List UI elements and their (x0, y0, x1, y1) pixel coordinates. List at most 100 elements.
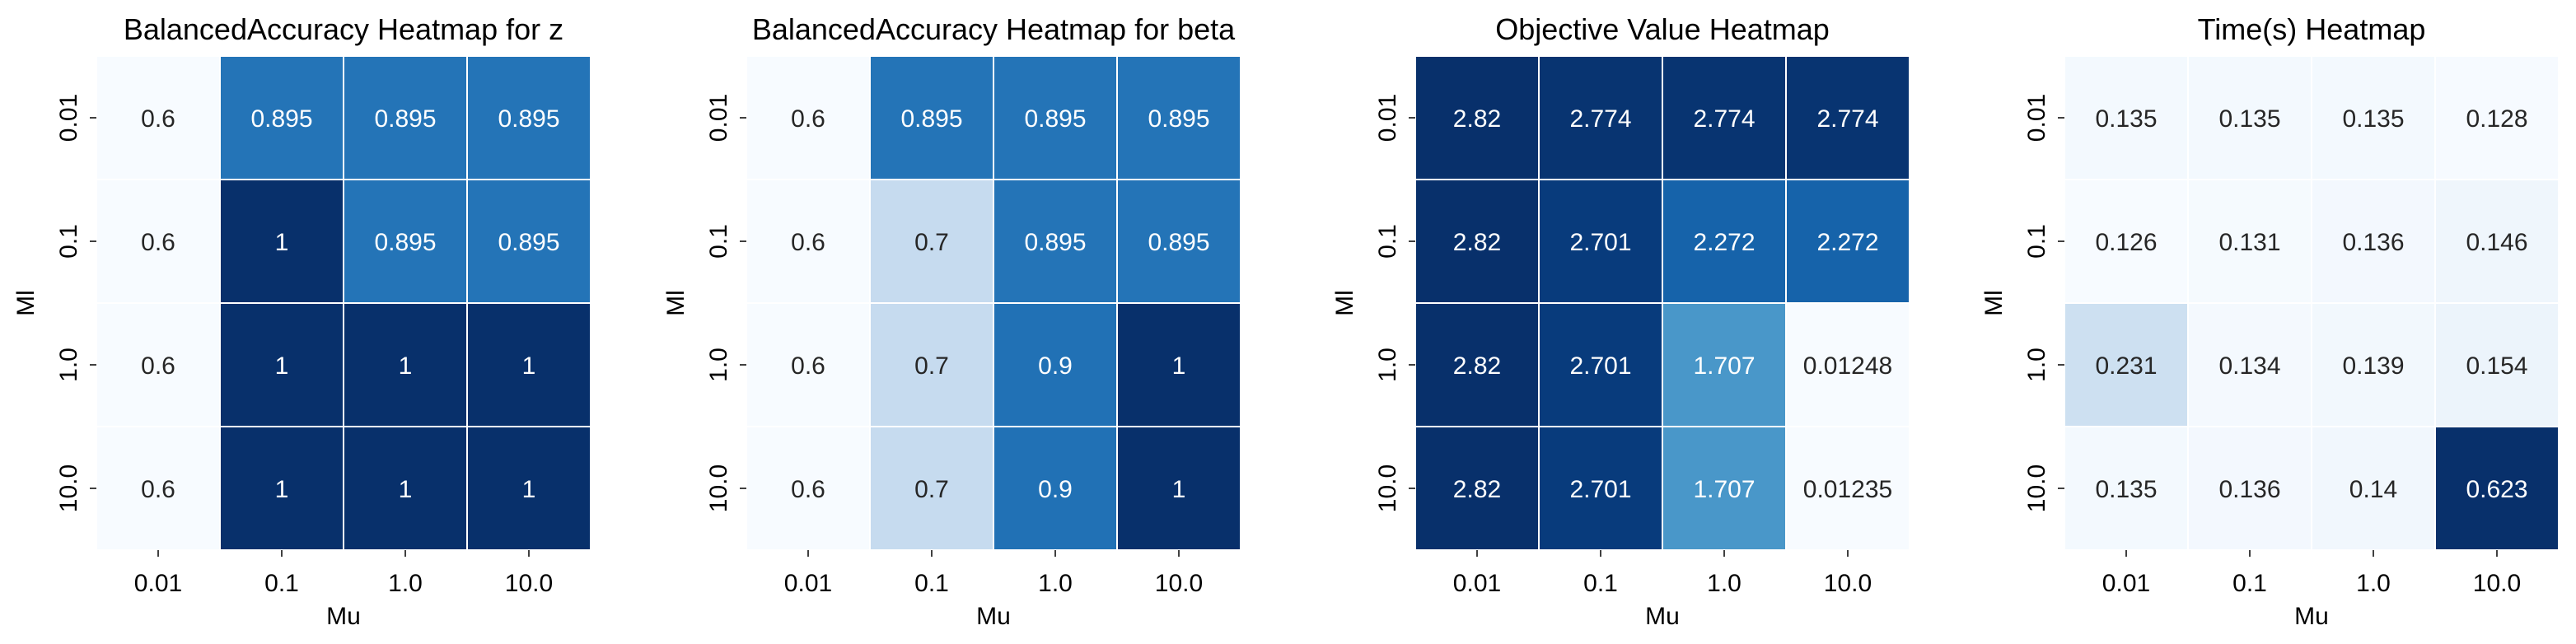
y-tick-label: 0.01 (705, 94, 732, 142)
x-tick-label: 0.01 (784, 570, 832, 597)
cell-value-label: 0.895 (498, 105, 559, 133)
cell-value-label: 2.701 (1569, 352, 1631, 380)
heatmap-cell (1414, 426, 1540, 551)
y-axis-label: Ml (1980, 290, 2008, 316)
heatmap-panel-2: BalancedAccuracy Heatmap for beta 0.6 0.89… (662, 12, 1241, 630)
cell-value-label: 2.82 (1453, 105, 1501, 133)
cell-value-label: 0.135 (2095, 105, 2157, 133)
heatmap-cell (2187, 426, 2312, 551)
x-tick-label: 1.0 (1707, 570, 1741, 597)
heatmap-cell (993, 179, 1118, 304)
cell-value-label: 0.895 (250, 105, 312, 133)
cell-value-label: 0.6 (791, 352, 825, 380)
cell-value-label: 0.895 (498, 229, 559, 256)
heatmap-cell (2434, 55, 2560, 180)
cell-value-label: 2.701 (1569, 229, 1631, 256)
cell-value-label: 0.895 (1148, 229, 1209, 256)
y-tick-label: 0.01 (55, 94, 82, 142)
y-tick-label: 1.0 (55, 348, 82, 382)
heatmap-cell (2434, 426, 2560, 551)
cell-value-label: 1 (1172, 476, 1186, 503)
heatmap-cell (219, 55, 344, 180)
y-tick-label: 1.0 (705, 348, 732, 382)
heatmap-cell (1785, 55, 1910, 180)
x-axis-label: Mu (2294, 603, 2329, 630)
cell-value-label: 0.01248 (1803, 352, 1892, 380)
cell-value-label: 0.134 (2218, 352, 2280, 380)
heatmap-cell (1785, 179, 1910, 304)
cell-value-label: 0.895 (900, 105, 962, 133)
cell-value-label: 2.82 (1453, 352, 1501, 380)
cell-value-label: 0.623 (2466, 476, 2527, 503)
y-axis-label: Ml (662, 290, 690, 316)
heatmap-cell (219, 426, 344, 551)
heatmap-cell (466, 426, 591, 551)
cell-value-label: 2.82 (1453, 229, 1501, 256)
heatmap-panel-3: Objective Value Heatmap 2.82 2.774 2.774 2.7… (1331, 12, 1910, 630)
x-tick-label: 1.0 (1038, 570, 1073, 597)
heatmap-cell (1662, 55, 1787, 180)
heatmap-cell (1538, 302, 1663, 427)
chart-title: BalancedAccuracy Heatmap for z (124, 12, 563, 46)
y-tick-label: 1.0 (2023, 348, 2050, 382)
x-tick-label: 0.1 (264, 570, 299, 597)
cell-value-label: 0.14 (2349, 476, 2397, 503)
heatmap-cell (343, 55, 468, 180)
heatmap-cell (1116, 55, 1241, 180)
cell-value-label: 1 (399, 476, 413, 503)
heatmap-cell (1662, 426, 1787, 551)
chart-title: Objective Value Heatmap (1495, 12, 1830, 46)
x-tick-label: 0.1 (1583, 570, 1618, 597)
heatmap-cell (219, 179, 344, 304)
heatmap-cell (869, 55, 994, 180)
heatmap-cell (2064, 55, 2189, 180)
heatmap-cell (746, 179, 871, 304)
heatmap-cell (746, 302, 871, 427)
heatmap-cell (1662, 302, 1787, 427)
x-tick-label: 0.1 (2232, 570, 2267, 597)
x-tick-label: 10.0 (2473, 570, 2521, 597)
cell-value-label: 0.9 (1038, 352, 1073, 380)
heatmap-cell (1662, 179, 1787, 304)
heatmap-cell (466, 179, 591, 304)
y-tick-label: 10.0 (2023, 464, 2050, 512)
x-tick-label: 1.0 (388, 570, 423, 597)
heatmap-panel-4: Time(s) Heatmap 0.135 0.135 0.135 0.128 0.126… (1980, 12, 2560, 630)
cell-value-label: 2.774 (1569, 105, 1631, 133)
heatmap-cell (96, 426, 221, 551)
cell-value-label: 2.774 (1816, 105, 1878, 133)
heatmap-cell (2187, 302, 2312, 427)
x-tick-label: 10.0 (1824, 570, 1872, 597)
cell-value-label: 2.701 (1569, 476, 1631, 503)
heatmap-cell (1414, 302, 1540, 427)
cell-value-label: 1.707 (1693, 476, 1755, 503)
cell-value-label: 0.895 (374, 229, 436, 256)
cell-value-label: 0.6 (141, 105, 175, 133)
cell-value-label: 0.154 (2466, 352, 2527, 380)
cell-value-label: 0.135 (2095, 476, 2157, 503)
cell-value-label: 2.272 (1693, 229, 1755, 256)
y-tick-label: 1.0 (1374, 348, 1401, 382)
cell-value-label: 1 (275, 476, 289, 503)
cell-value-label: 0.895 (374, 105, 436, 133)
x-tick-label: 0.1 (914, 570, 949, 597)
cell-value-label: 0.126 (2095, 229, 2157, 256)
cell-value-label: 2.272 (1816, 229, 1878, 256)
chart-title: Time(s) Heatmap (2198, 12, 2426, 46)
x-axis-label: Mu (1645, 603, 1680, 630)
y-axis-label: Ml (1331, 290, 1358, 316)
cell-value-label: 1 (399, 352, 413, 380)
cell-value-label: 0.895 (1024, 229, 1086, 256)
cell-value-label: 0.128 (2466, 105, 2527, 133)
cell-value-label: 0.6 (141, 352, 175, 380)
cell-value-label: 0.9 (1038, 476, 1073, 503)
y-tick-label: 0.01 (2023, 94, 2050, 142)
cell-value-label: 0.6 (791, 476, 825, 503)
y-tick-label: 0.1 (55, 224, 82, 259)
cell-value-label: 0.7 (914, 352, 949, 380)
heatmap-cell (2434, 179, 2560, 304)
heatmap-cell (96, 55, 221, 180)
cell-value-label: 1 (522, 476, 536, 503)
heatmap-cell (2311, 55, 2436, 180)
cell-value-label: 0.7 (914, 476, 949, 503)
